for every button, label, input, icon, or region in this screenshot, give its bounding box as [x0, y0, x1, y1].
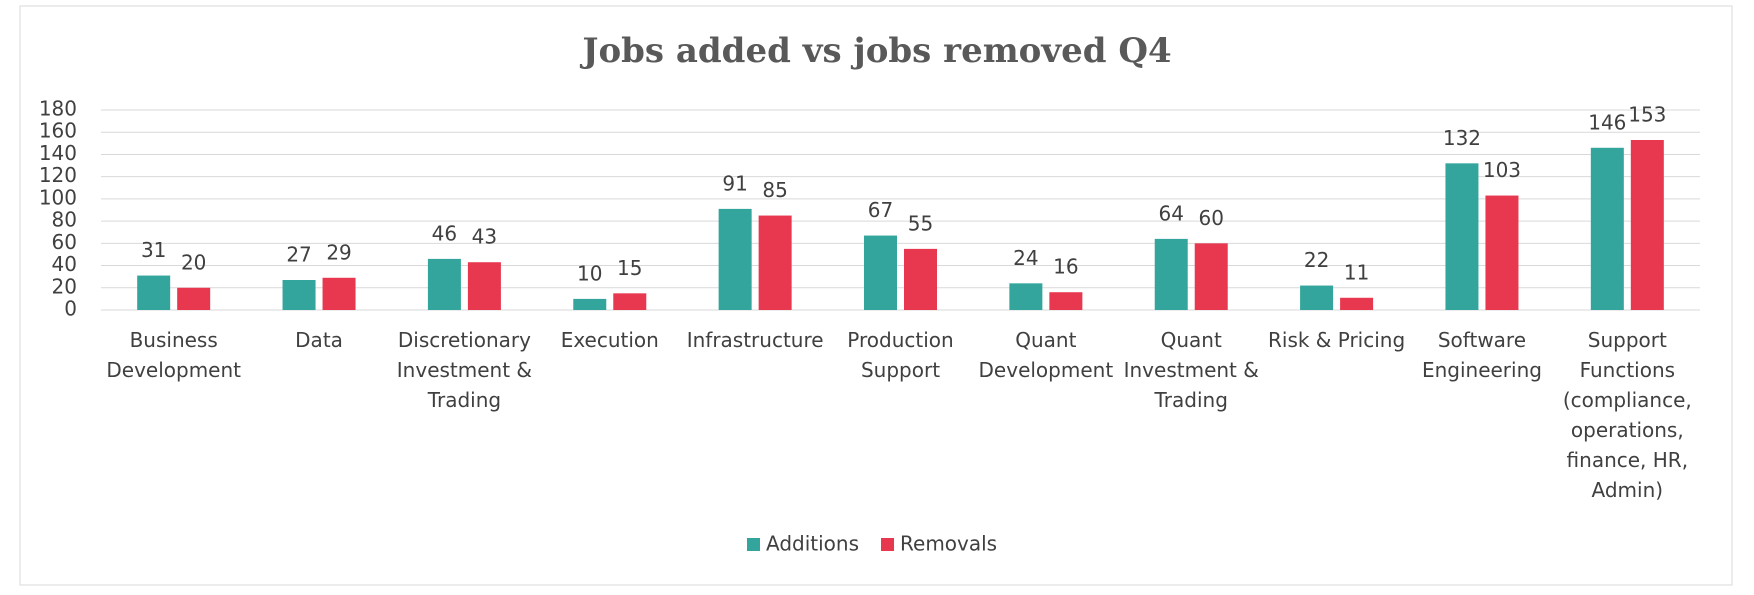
x-tick-label: Execution — [561, 328, 659, 352]
bar — [1445, 163, 1479, 310]
data-label: 24 — [1013, 246, 1038, 270]
bar — [718, 208, 752, 310]
bar — [573, 298, 607, 310]
bar — [467, 262, 501, 310]
x-tick-label: Data — [295, 328, 343, 352]
x-tick-label: Support Functions (compliance, operations, f… — [1563, 328, 1692, 502]
legend-label: Removals — [900, 532, 997, 556]
data-label: 67 — [868, 198, 893, 222]
data-label: 46 — [432, 221, 457, 245]
data-label: 15 — [617, 256, 642, 280]
bar — [1340, 297, 1374, 310]
data-label: 11 — [1344, 260, 1369, 284]
bar — [1300, 285, 1334, 310]
y-tick-label: 160 — [39, 119, 77, 143]
x-tick-label: Quant Investment & Trading — [1124, 328, 1259, 412]
bar — [904, 248, 937, 310]
y-tick-label: 80 — [52, 208, 77, 232]
data-label: 60 — [1199, 206, 1224, 230]
data-label: 27 — [286, 243, 311, 267]
x-tick-label: Quant Development — [979, 328, 1114, 382]
y-tick-label: 120 — [39, 163, 77, 187]
bar — [427, 258, 461, 310]
data-label: 55 — [908, 211, 933, 235]
legend-swatch — [747, 538, 760, 551]
data-label: 29 — [326, 240, 351, 264]
x-tick-label: Risk & Pricing — [1268, 328, 1405, 352]
data-label: 20 — [181, 250, 206, 274]
bar — [1630, 140, 1664, 310]
x-tick-label: Business Development — [106, 328, 241, 382]
data-label: 16 — [1053, 255, 1078, 279]
data-label: 146 — [1588, 110, 1626, 134]
legend-swatch — [881, 538, 895, 551]
x-tick-label: Infrastructure — [687, 328, 824, 352]
data-label: 22 — [1304, 248, 1329, 272]
y-tick-label: 180 — [39, 97, 77, 121]
x-tick-label: Discretionary Investment & Trading — [397, 328, 532, 412]
data-label: 43 — [472, 225, 497, 249]
bar — [613, 293, 647, 310]
bar — [322, 277, 356, 310]
bar — [1049, 292, 1083, 310]
bar — [1485, 195, 1519, 310]
y-tick-label: 0 — [64, 297, 77, 321]
data-label: 10 — [577, 261, 602, 285]
y-tick-label: 60 — [52, 230, 77, 254]
chart-title: Jobs added vs jobs removed Q4 — [579, 31, 1171, 71]
data-label: 64 — [1159, 201, 1184, 225]
bar — [177, 287, 211, 310]
bar — [137, 275, 171, 310]
bar — [282, 280, 316, 310]
bar — [1154, 238, 1188, 310]
data-label: 132 — [1443, 126, 1481, 150]
data-label: 91 — [722, 171, 747, 195]
x-tick-label: Software Engineering — [1422, 328, 1542, 382]
bar — [1590, 147, 1624, 310]
data-label: 103 — [1483, 158, 1521, 182]
data-label: 153 — [1628, 103, 1666, 127]
bar — [1194, 243, 1228, 310]
x-tick-label: Production Support — [847, 328, 953, 382]
data-label: 31 — [141, 238, 166, 262]
legend-label: Additions — [766, 532, 859, 556]
y-tick-label: 20 — [52, 274, 77, 298]
bar — [1009, 283, 1043, 310]
y-tick-label: 140 — [39, 141, 77, 165]
y-tick-label: 40 — [52, 252, 77, 276]
bar — [758, 215, 792, 310]
bar — [864, 235, 897, 310]
y-tick-label: 100 — [39, 185, 77, 209]
data-label: 85 — [762, 178, 787, 202]
